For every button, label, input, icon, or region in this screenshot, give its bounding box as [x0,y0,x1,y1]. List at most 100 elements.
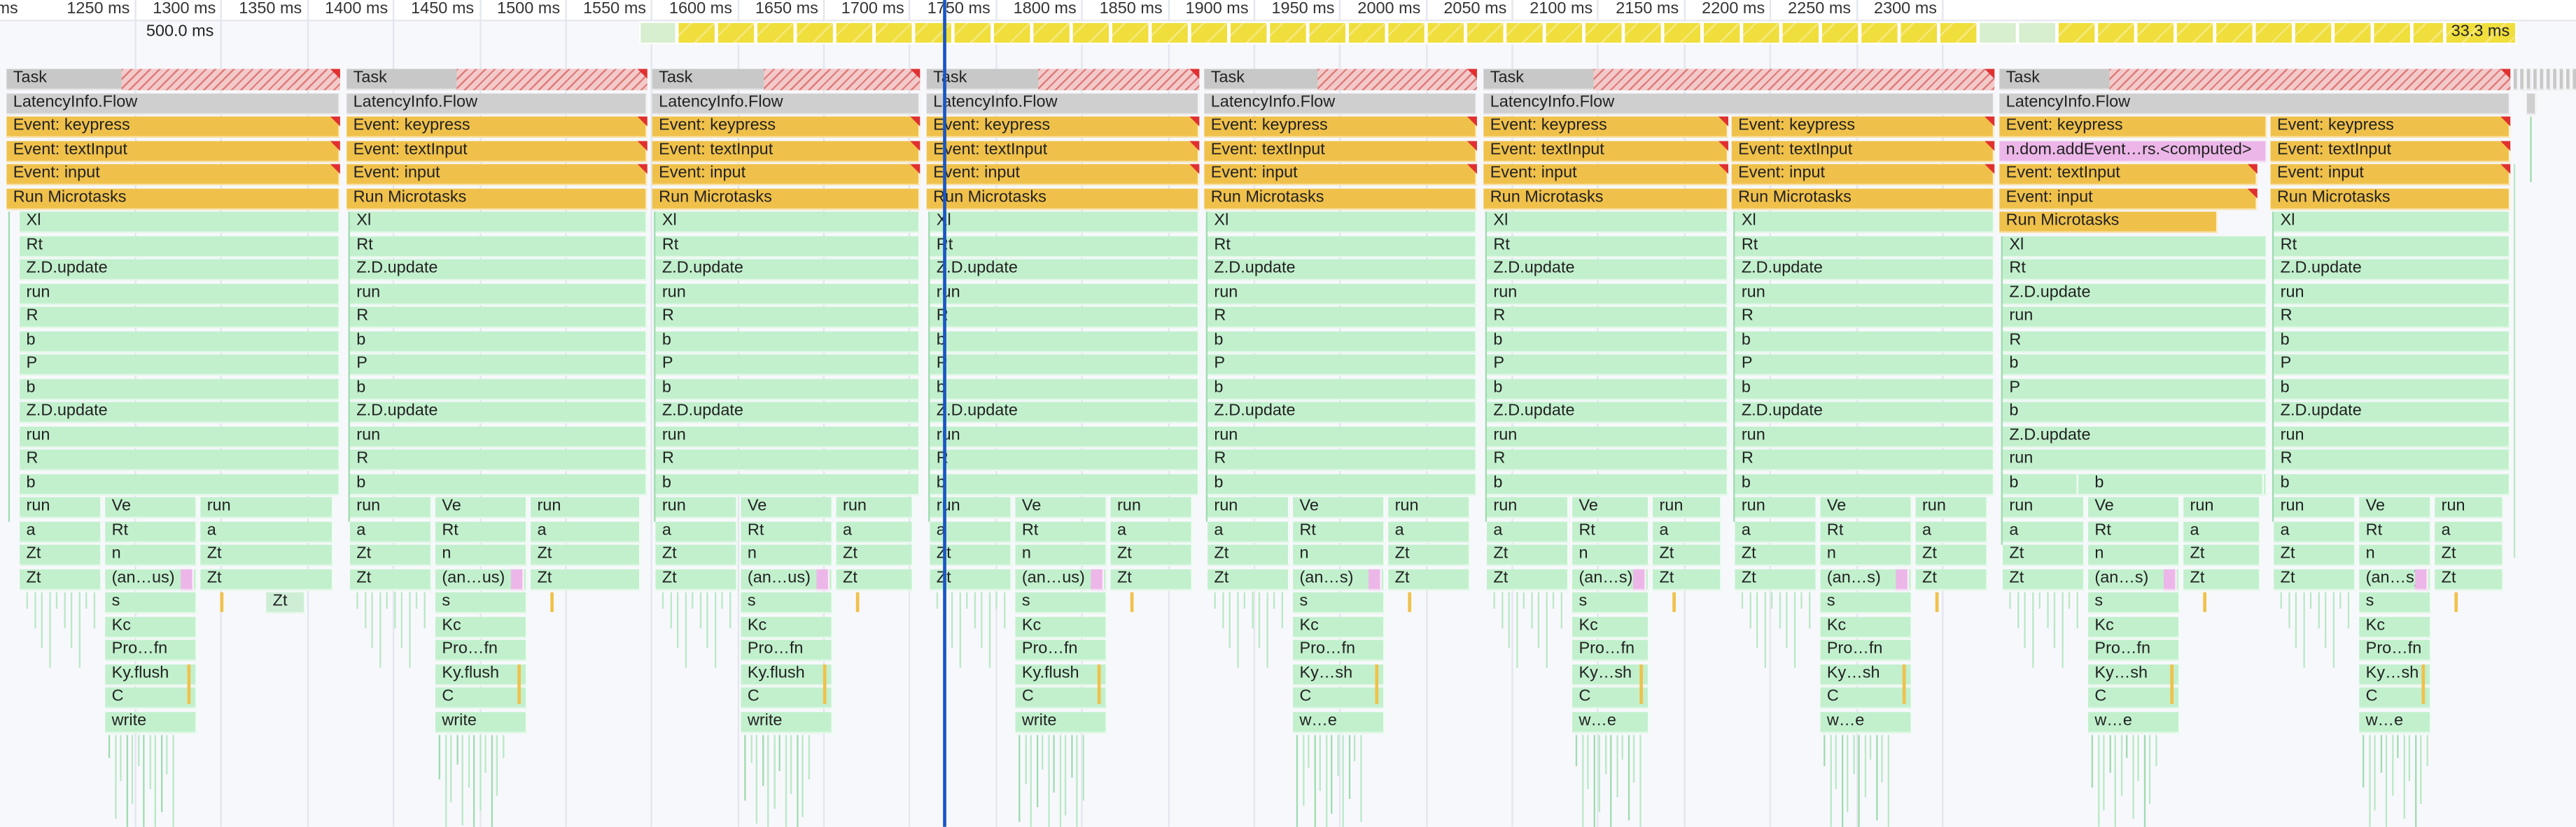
script-call[interactable]: R [2002,330,2267,353]
frame-partial[interactable] [716,21,756,45]
frame-partial[interactable] [953,21,993,45]
script-call[interactable]: Z.D.update [930,259,1200,281]
script-call[interactable]: Rt [20,235,340,257]
latency-info-flow[interactable]: LatencyInfo.Flow [346,92,648,114]
script-call[interactable]: Zt [349,544,433,567]
cursor-playhead[interactable] [943,0,946,827]
script-call[interactable]: run [20,497,102,519]
script-call[interactable]: b [20,378,340,400]
script-call[interactable]: b [1487,330,1729,353]
script-call[interactable]: n [1293,544,1385,567]
latency-info-flow[interactable]: LatencyInfo.Flow [1483,92,1995,114]
frame-partial[interactable] [1938,21,1978,45]
script-call[interactable]: R [1208,449,1477,472]
script-call[interactable]: b [349,330,648,353]
script-call[interactable]: run [930,283,1200,304]
script-call[interactable]: Zt [2183,568,2261,591]
script-call[interactable]: R [1735,306,1995,328]
script-call[interactable]: Rt [1572,521,1650,543]
frame-partial[interactable] [913,21,953,45]
script-call[interactable]: b [20,330,340,353]
script-call[interactable]: a [2435,521,2504,543]
script-call[interactable]: run [1110,497,1193,519]
script-call[interactable]: Kc [435,616,528,638]
script-call[interactable]: n [741,544,833,567]
script-call[interactable]: C [1015,687,1107,709]
script-call[interactable]: a [1653,521,1722,543]
script-call[interactable]: a [1388,521,1471,543]
script-call[interactable]: R [655,449,920,472]
script-call[interactable]: Z.D.update [1208,402,1477,424]
frame-partial[interactable] [1228,21,1268,45]
frame-partial[interactable] [874,21,913,45]
script-call[interactable]: Zt [2002,568,2085,591]
frame-partial[interactable] [1702,21,1742,45]
script-call[interactable]: run [2002,449,2267,472]
script-call[interactable]: run [930,425,1200,448]
frame-partial[interactable] [1623,21,1663,45]
frame-partial[interactable] [1741,21,1782,45]
script-call[interactable]: a [349,521,433,543]
script-call[interactable]: Zt [1735,544,1817,567]
script-call[interactable]: Pro…fn [435,639,528,662]
frame-partial[interactable] [1071,21,1111,45]
script-call[interactable]: a [200,521,334,543]
frame-partial[interactable] [1899,21,1939,45]
event-input[interactable]: Event: input [652,164,920,185]
script-call[interactable]: Z.D.update [1487,259,1729,281]
run-microtasks[interactable]: Run Microtasks [926,188,1200,209]
script-call[interactable]: Rt [741,521,833,543]
script-call[interactable]: Ky…sh [1293,663,1385,686]
script-call[interactable]: Pro…fn [2088,639,2180,662]
script-call[interactable]: b [2002,402,2267,424]
script-call[interactable]: b [930,378,1200,400]
event-textinput[interactable]: Event: textInput [346,140,648,162]
frame-partial[interactable] [1308,21,1348,45]
script-call[interactable]: a [531,521,641,543]
script-call[interactable]: a [1208,521,1290,543]
script-call[interactable]: Zt [1208,568,1290,591]
frame-partial[interactable] [2214,21,2255,45]
task-bar[interactable] [2553,69,2558,90]
script-call[interactable]: n [1820,544,1912,567]
latency-info-flow[interactable]: LatencyInfo.Flow [6,92,340,114]
run-microtasks[interactable]: Run Microtasks [1731,188,1995,209]
script-call[interactable]: (an…us) [435,568,528,591]
script-call[interactable]: Rt [1015,521,1107,543]
script-call[interactable]: Ky…sh [2088,663,2180,686]
script-call[interactable]: Kc [1293,616,1385,638]
script-call[interactable]: Rt [655,235,920,257]
task-bar[interactable] [2540,69,2545,90]
script-call[interactable]: Zt [655,568,738,591]
script-call[interactable]: R [930,449,1200,472]
frame-partial[interactable] [1781,21,1821,45]
frame-partial[interactable] [1820,21,1860,45]
script-call[interactable]: run [1915,497,1988,519]
task-bar[interactable] [2513,69,2519,90]
script-call[interactable]: C [1820,687,1912,709]
script-call[interactable]: a [2002,521,2085,543]
script-call[interactable]: Rt [1293,521,1385,543]
script-call[interactable]: b [655,330,920,353]
script-call[interactable]: b [349,473,648,495]
script-call[interactable]: Rt [2088,521,2180,543]
script-call[interactable]: Zt [1915,568,1988,591]
script-call[interactable]: Zt [2435,568,2504,591]
script-call[interactable]: R [930,306,1200,328]
script-call[interactable]: run [2435,497,2504,519]
script-call[interactable]: Kc [2088,616,2180,638]
event-input[interactable]: Event: input [6,164,340,185]
frame-partial[interactable] [2372,21,2412,45]
script-call[interactable]: Rt [1820,521,1912,543]
script-call[interactable]: R [655,306,920,328]
script-call[interactable]: Xl [1487,211,1729,233]
script-call[interactable]: Zt [1735,568,1817,591]
script-call[interactable]: Z.D.update [655,402,920,424]
script-call[interactable]: Z.D.update [20,259,340,281]
script-call[interactable]: Zt [2274,568,2356,591]
script-call[interactable]: run [1735,425,1995,448]
script-call[interactable]: Kc [1572,616,1650,638]
script-call[interactable]: Xl [1208,211,1477,233]
script-call[interactable]: a [2274,521,2356,543]
script-call[interactable]: run [1487,425,1729,448]
